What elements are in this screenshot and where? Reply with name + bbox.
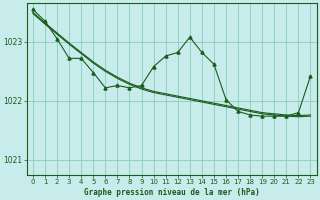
X-axis label: Graphe pression niveau de la mer (hPa): Graphe pression niveau de la mer (hPa) [84, 188, 260, 197]
